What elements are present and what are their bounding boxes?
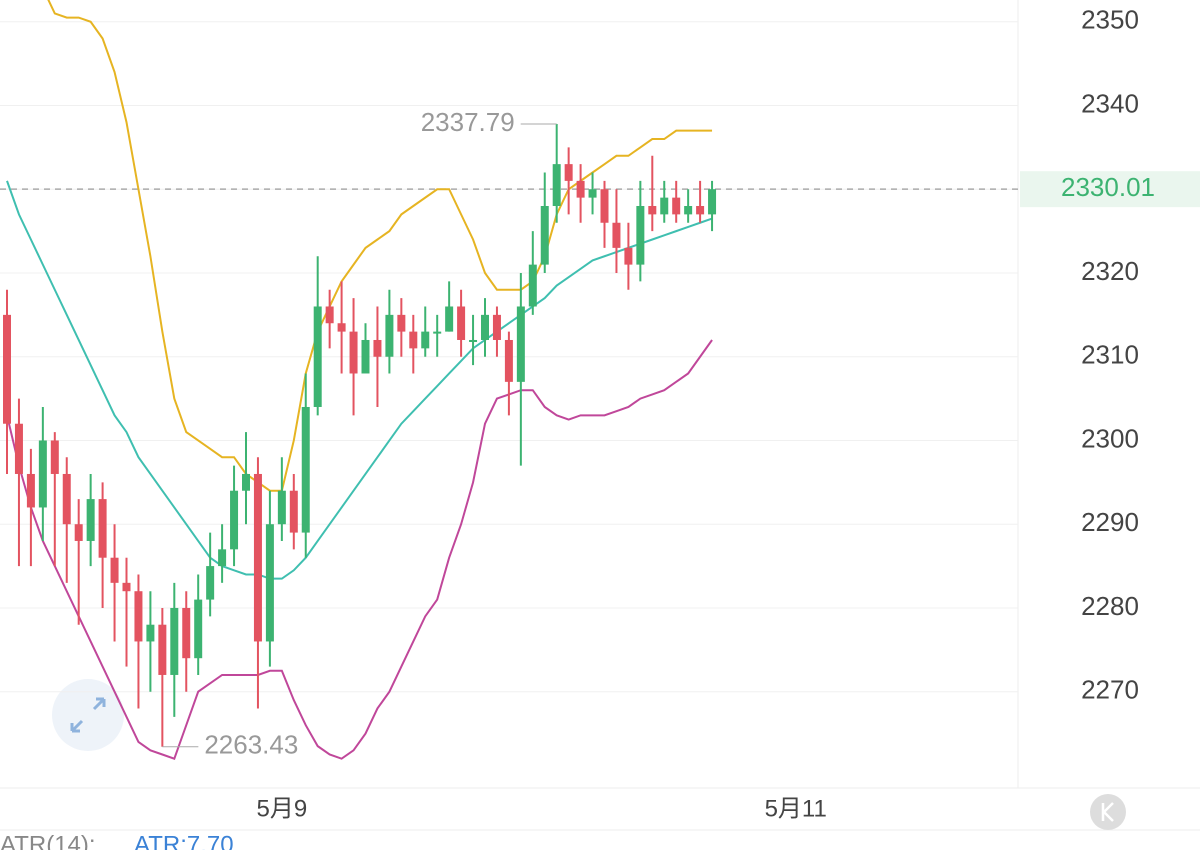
candle-body bbox=[325, 306, 334, 324]
candle-body bbox=[409, 331, 418, 349]
candle-body bbox=[433, 331, 442, 334]
candle-body bbox=[600, 189, 609, 223]
y-tick-label: 2310 bbox=[1081, 340, 1139, 370]
candle-body bbox=[38, 440, 47, 508]
candle-body bbox=[14, 423, 23, 474]
candle-body bbox=[182, 607, 191, 659]
candle-body bbox=[265, 524, 274, 642]
plot-area bbox=[0, 0, 1018, 760]
candle-body bbox=[540, 206, 549, 265]
candle-body bbox=[253, 473, 262, 642]
candle-body bbox=[660, 197, 669, 215]
candle-body bbox=[134, 591, 143, 642]
candle-body bbox=[528, 264, 537, 307]
candle-body bbox=[648, 206, 657, 215]
candle-body bbox=[86, 499, 95, 541]
candle-body bbox=[469, 339, 478, 342]
candle-body bbox=[74, 524, 83, 541]
candle-body bbox=[552, 164, 561, 207]
candle-body bbox=[146, 624, 155, 642]
last-price-box bbox=[1020, 171, 1200, 208]
candle-body bbox=[230, 490, 239, 550]
candle-body bbox=[242, 473, 250, 491]
k-button[interactable] bbox=[1090, 794, 1126, 830]
candle-body bbox=[636, 206, 645, 265]
y-tick-label: 2270 bbox=[1081, 675, 1139, 705]
candle-body bbox=[349, 331, 358, 374]
candle-body bbox=[289, 490, 298, 533]
candle-body bbox=[576, 180, 585, 198]
expand-button[interactable] bbox=[52, 679, 124, 751]
candle-body bbox=[110, 557, 119, 583]
band-line bbox=[47, 0, 713, 492]
candle-body bbox=[62, 473, 71, 525]
x-tick-label: 5月11 bbox=[765, 795, 827, 822]
candle-body bbox=[50, 440, 59, 474]
k-circle[interactable] bbox=[1090, 794, 1126, 830]
candle-body bbox=[158, 624, 167, 675]
candle-body bbox=[684, 206, 693, 215]
y-tick-label: 2280 bbox=[1081, 591, 1139, 621]
candle-body bbox=[337, 323, 346, 332]
candle-body bbox=[588, 189, 597, 198]
annotation-label: 2337.79 bbox=[421, 107, 515, 137]
annotation-label: 2263.43 bbox=[204, 730, 298, 760]
candle-body bbox=[313, 306, 322, 407]
candle-body bbox=[3, 314, 11, 424]
candle-body bbox=[504, 339, 513, 382]
candle-body bbox=[373, 339, 382, 357]
expand-icon bbox=[70, 697, 106, 733]
candle-body bbox=[397, 314, 406, 332]
candle-body bbox=[672, 197, 681, 215]
y-tick-label: 2290 bbox=[1081, 507, 1139, 537]
candle-body bbox=[301, 406, 310, 533]
candle-body bbox=[98, 499, 107, 558]
k-icon bbox=[1101, 802, 1114, 822]
candle-body bbox=[481, 314, 489, 340]
candle-body bbox=[564, 164, 573, 181]
candle-body bbox=[218, 549, 227, 567]
candle-body bbox=[492, 314, 501, 340]
candle-body bbox=[624, 247, 633, 265]
candle-body bbox=[516, 306, 525, 382]
last-price-label: 2330.01 bbox=[1061, 172, 1155, 202]
candle-body bbox=[708, 189, 717, 215]
indicator-value: ATR:7.70 bbox=[134, 831, 234, 850]
candle-body bbox=[361, 339, 370, 374]
candle-body bbox=[277, 490, 286, 525]
candle-body bbox=[696, 206, 705, 215]
candle-body bbox=[445, 306, 454, 332]
y-tick-label: 2340 bbox=[1081, 88, 1139, 118]
candle-body bbox=[421, 331, 430, 349]
expand-circle[interactable] bbox=[52, 679, 124, 751]
candle-body bbox=[194, 599, 203, 659]
band-line bbox=[6, 339, 713, 760]
y-tick-label: 2350 bbox=[1081, 5, 1139, 35]
candle-body bbox=[122, 582, 131, 592]
x-tick-label: 5月9 bbox=[256, 795, 307, 822]
band-line bbox=[6, 180, 713, 580]
candle-body bbox=[206, 566, 215, 600]
candle-body bbox=[26, 473, 35, 508]
y-tick-label: 2320 bbox=[1081, 256, 1139, 286]
candle-body bbox=[385, 314, 394, 357]
candle-body bbox=[612, 222, 621, 248]
candle-body bbox=[457, 306, 466, 340]
y-tick-label: 2300 bbox=[1081, 423, 1139, 453]
indicator-name: ATR(14): bbox=[0, 831, 96, 850]
candle-body bbox=[170, 607, 179, 675]
